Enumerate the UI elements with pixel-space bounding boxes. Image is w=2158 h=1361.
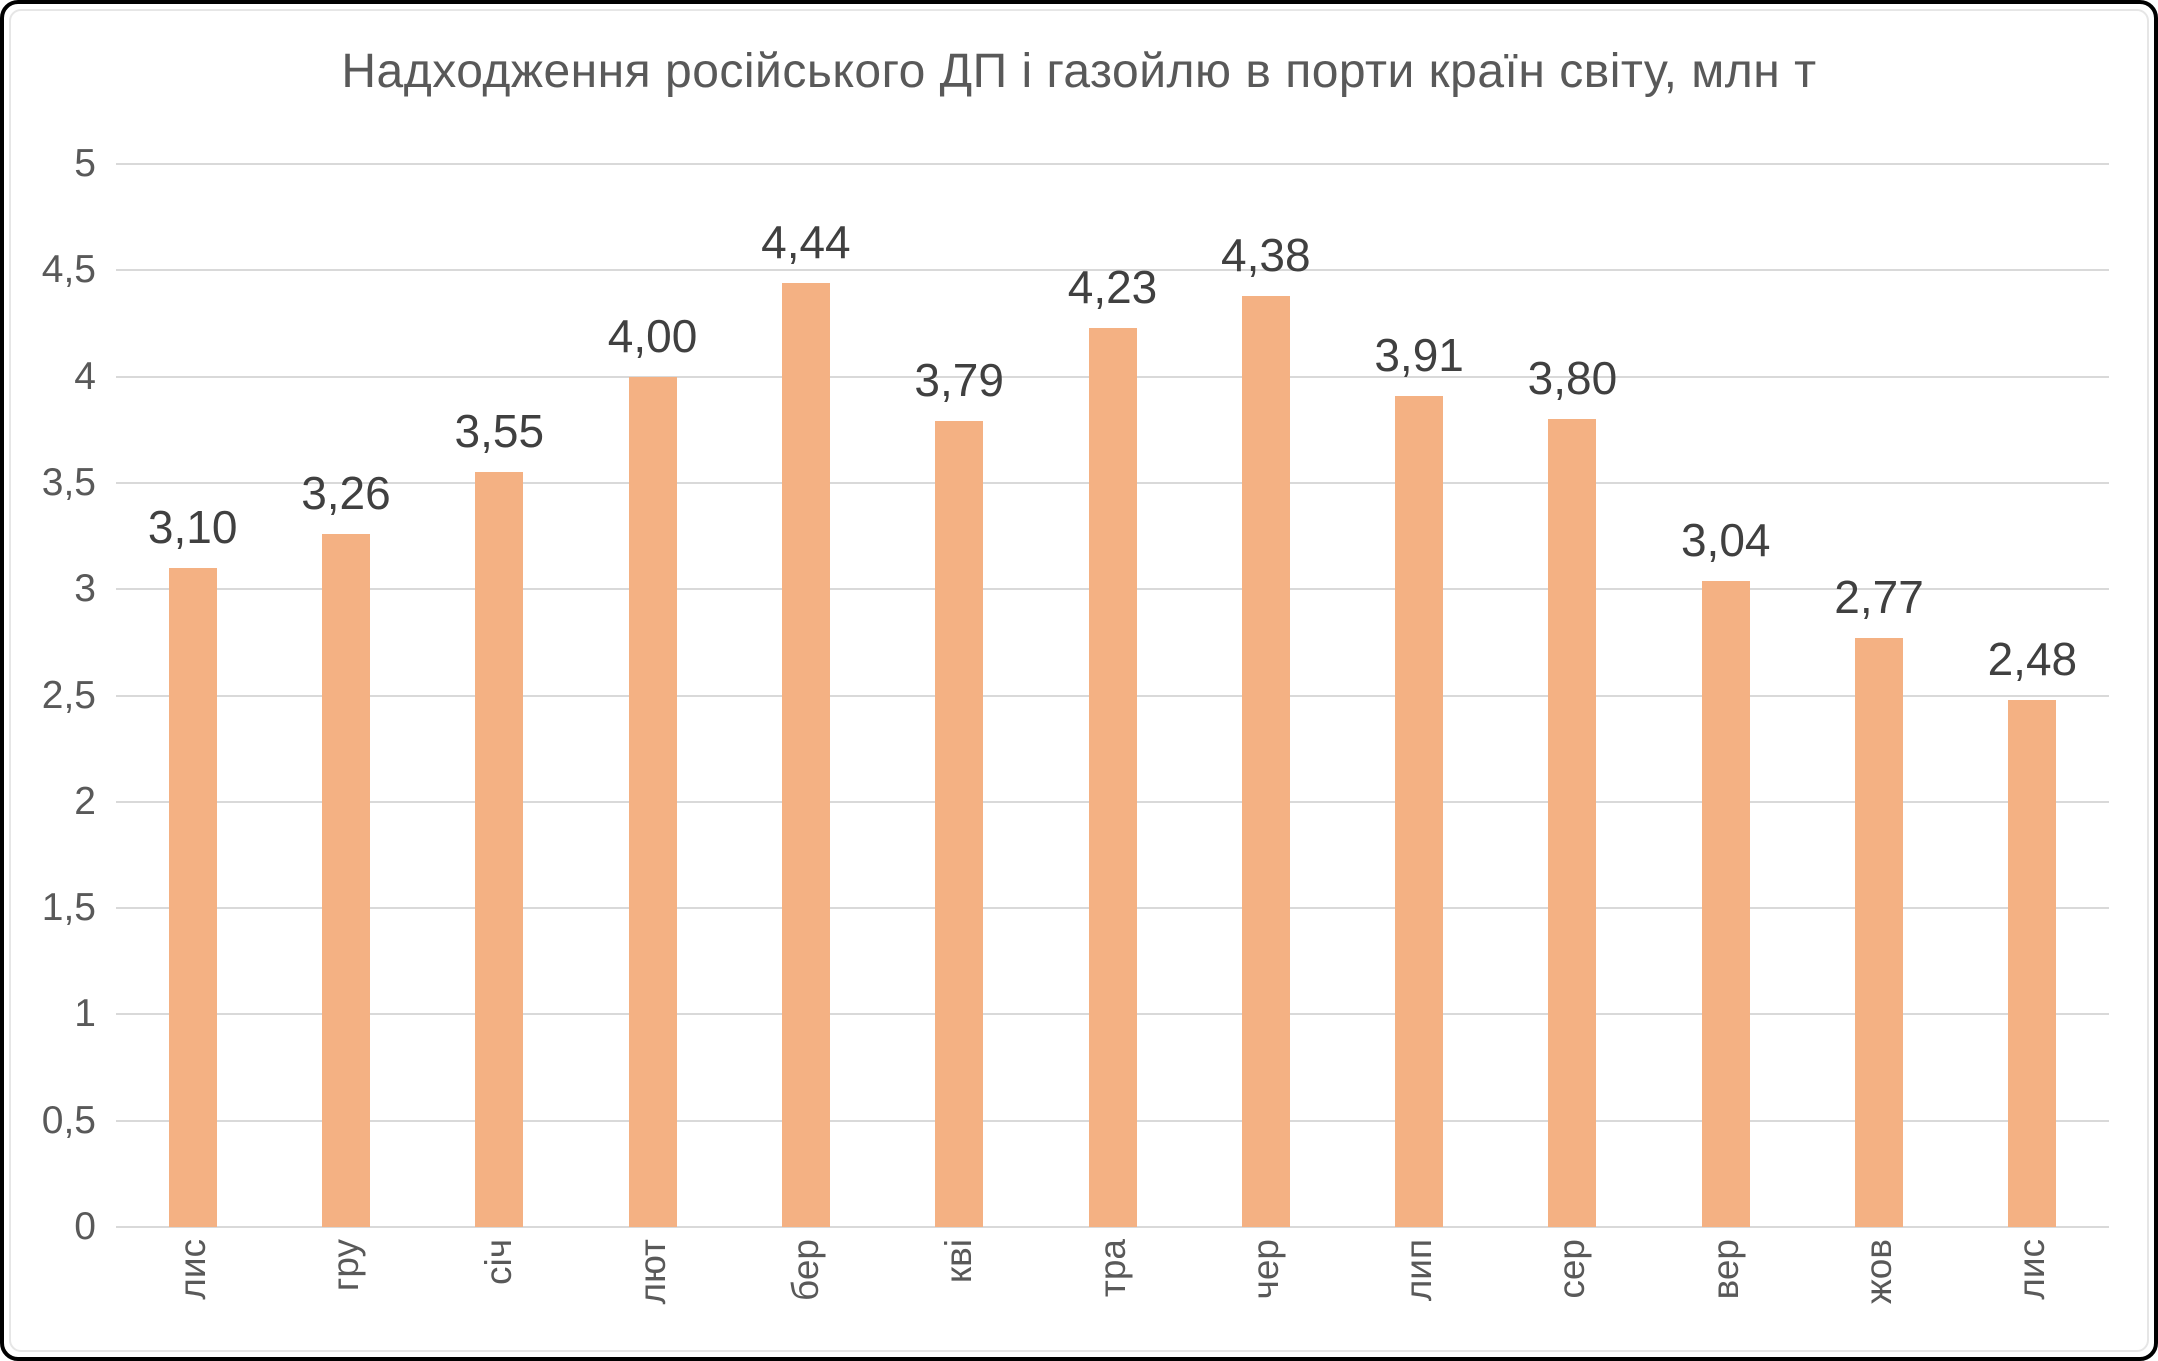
y-axis-tick-label: 2,5 (41, 673, 96, 717)
bar-бер-4 (781, 283, 830, 1227)
y-axis-tick-label: 3 (74, 567, 96, 611)
x-axis-category-label: лис (2011, 1239, 2053, 1300)
gridline (116, 163, 2109, 165)
bar-value-label: 3,80 (1527, 352, 1618, 405)
bar-лис-12 (2008, 699, 2057, 1227)
gridline (116, 269, 2109, 272)
y-axis-tick-label: 5 (74, 142, 96, 185)
x-axis-category-label: жов (1858, 1239, 1900, 1304)
bar-value-label: 4,44 (761, 216, 851, 269)
bar-value-label: 4,38 (1221, 228, 1311, 281)
x-axis-category-label: кві (938, 1239, 980, 1284)
bar-value-label: 2,48 (1987, 632, 2078, 685)
bar-value-label: 4,00 (607, 309, 698, 362)
bar-value-label: 3,04 (1680, 513, 1771, 566)
x-axis-category-label: лют (631, 1239, 673, 1305)
bar-лип-8 (1395, 395, 1444, 1227)
bar-сер-9 (1548, 419, 1597, 1227)
y-axis-tick-label: 1 (74, 992, 96, 1036)
bar-гру-1 (321, 533, 370, 1227)
bar-chart: Надходження російського ДП і газойлю в п… (4, 4, 2154, 1357)
bar-value-label: 3,55 (454, 405, 545, 458)
x-axis-category-label: чер (1244, 1239, 1286, 1300)
x-axis-category-label: лис (171, 1239, 213, 1300)
y-axis-tick-label: 0 (74, 1205, 96, 1248)
x-axis-category-label: бер (784, 1239, 826, 1301)
bar-value-label: 3,26 (301, 466, 391, 519)
y-axis-tick-label: 2 (74, 779, 96, 823)
bar-value-label: 3,10 (147, 500, 238, 553)
y-axis-tick-label: 1,5 (41, 886, 96, 930)
y-axis-tick-label: 4 (74, 354, 96, 398)
bar-жов-11 (1855, 638, 1904, 1227)
x-axis-category-label: січ (478, 1239, 520, 1285)
x-axis-category-label: лип (1398, 1239, 1440, 1302)
gridline (116, 1226, 2109, 1228)
y-axis-tick-label: 4,5 (41, 248, 96, 292)
bar-вер-10 (1701, 580, 1750, 1227)
bar-січ-2 (475, 472, 524, 1227)
bar-value-label: 3,79 (914, 354, 1004, 407)
bar-чер-7 (1241, 295, 1290, 1227)
y-axis-tick-label: 0,5 (41, 1098, 96, 1142)
bar-тра-6 (1088, 327, 1137, 1227)
bar-value-label: 4,23 (1067, 260, 1158, 313)
bar-value-label: 3,91 (1374, 328, 1464, 381)
x-axis-category-label: тра (1091, 1239, 1133, 1298)
x-axis-category-label: гру (324, 1239, 366, 1292)
bar-лют-3 (628, 376, 677, 1227)
x-axis-category-label: вер (1704, 1239, 1746, 1300)
chart-title: Надходження російського ДП і газойлю в п… (341, 45, 1817, 98)
bar-лис-0 (168, 567, 217, 1227)
bar-кві-5 (935, 421, 984, 1227)
bar-value-label: 2,77 (1834, 571, 1924, 624)
x-axis-category-label: сер (1551, 1239, 1593, 1299)
y-axis-tick-label: 3,5 (41, 460, 96, 504)
